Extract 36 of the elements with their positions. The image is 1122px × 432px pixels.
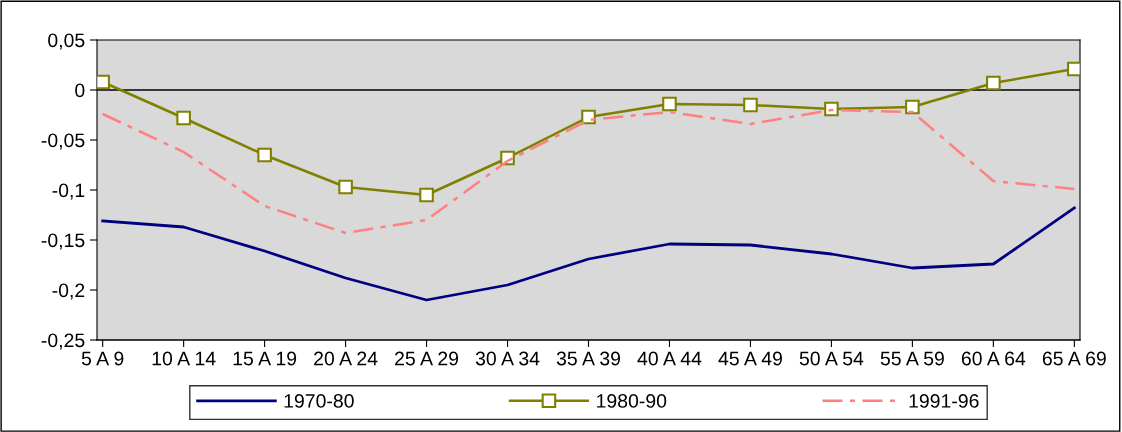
line-series — [101, 206, 1076, 302]
point — [824, 101, 839, 117]
point — [176, 110, 191, 126]
y-tick-label: 0,05 — [48, 33, 85, 50]
y-tick-label: -0,15 — [41, 233, 85, 250]
x-tick-label: 65 A 69 — [1042, 351, 1106, 366]
x-tick-label: 25 A 29 — [395, 351, 459, 366]
x-tick-label: 55 A 59 — [880, 351, 944, 366]
y-tick-label: -0,2 — [52, 283, 85, 300]
x-tick-label: 10 A 14 — [152, 351, 216, 366]
x-tick-label: 50 A 54 — [799, 351, 864, 366]
x-tick-label: 40 A 44 — [637, 351, 702, 366]
x-tick-label: 35 A 39 — [556, 351, 621, 366]
point — [257, 147, 272, 163]
y-tick-label: -0,25 — [41, 333, 85, 350]
legend-label: 1980-90 — [597, 394, 667, 408]
y-tick-label: -0,1 — [52, 183, 85, 200]
point — [97, 74, 110, 90]
point — [581, 109, 596, 125]
point — [419, 187, 434, 203]
point — [1067, 61, 1080, 77]
y-tick-label: -0,05 — [41, 133, 85, 150]
x-tick-label: 45 A 49 — [718, 351, 782, 366]
point — [905, 99, 920, 115]
y-tick-label: 0 — [75, 83, 85, 98]
x-tick-label: 5 A 9 — [81, 351, 124, 366]
legend-label: 1991-96 — [909, 394, 979, 408]
x-tick-label: 20 A 24 — [314, 351, 378, 366]
x-tick-label: 30 A 34 — [475, 351, 540, 366]
point — [743, 97, 758, 113]
point — [662, 96, 677, 112]
legend-label: 1970-80 — [284, 394, 354, 408]
x-tick-label: 60 A 64 — [961, 351, 1026, 366]
point — [338, 179, 353, 195]
point — [986, 75, 1001, 91]
x-tick-label: 15 A 19 — [233, 351, 297, 366]
